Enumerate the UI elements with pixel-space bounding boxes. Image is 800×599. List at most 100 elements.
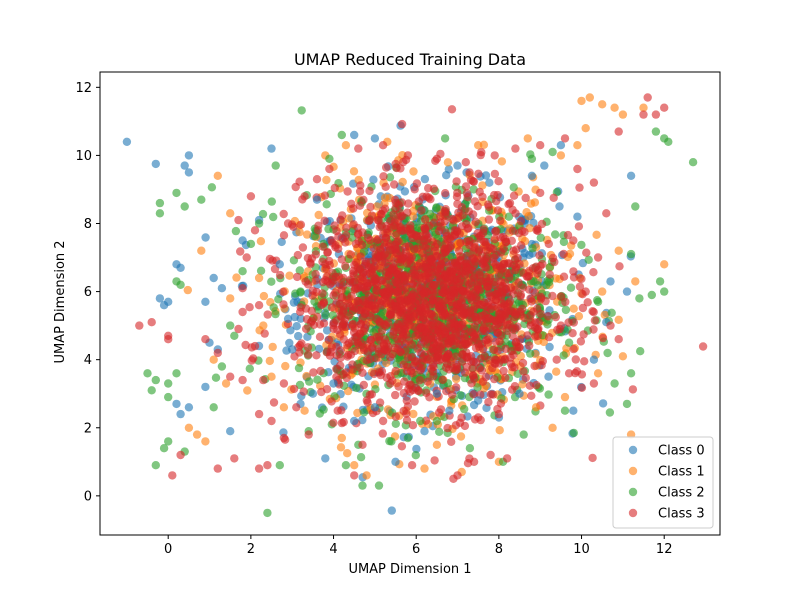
- data-point: [238, 284, 247, 293]
- cluster-point: [402, 259, 412, 268]
- cluster-point: [511, 310, 521, 319]
- cluster-point: [327, 397, 336, 406]
- data-point: [226, 209, 235, 218]
- cluster-point: [501, 373, 510, 382]
- data-point: [602, 209, 611, 218]
- cluster-point: [350, 346, 360, 356]
- cluster-point: [373, 286, 382, 295]
- data-point: [209, 403, 218, 412]
- cluster-point: [534, 324, 543, 333]
- cluster-point: [419, 289, 429, 298]
- cluster-point: [379, 341, 389, 350]
- cluster-point: [372, 202, 382, 211]
- cluster-point: [526, 349, 535, 358]
- data-point: [333, 406, 342, 415]
- data-point: [164, 392, 173, 402]
- cluster-point: [375, 222, 384, 232]
- cluster-point: [524, 212, 533, 221]
- cluster-point: [509, 191, 519, 200]
- cluster-point: [569, 304, 578, 313]
- data-point: [606, 277, 615, 286]
- cluster-point: [366, 263, 376, 272]
- cluster-point: [525, 285, 534, 294]
- cluster-point: [279, 231, 289, 240]
- cluster-point: [314, 210, 323, 220]
- cluster-point: [509, 246, 518, 255]
- cluster-point: [494, 271, 504, 280]
- data-point: [350, 461, 359, 470]
- legend-label: Class 2: [658, 486, 705, 501]
- data-point: [560, 134, 570, 143]
- cluster-point: [598, 399, 608, 408]
- data-point: [329, 379, 338, 388]
- data-point: [176, 409, 185, 419]
- cluster-point: [549, 193, 558, 202]
- data-point: [238, 307, 247, 317]
- cluster-point: [523, 331, 532, 340]
- cluster-point: [338, 323, 347, 332]
- data-point: [250, 341, 260, 351]
- cluster-point: [462, 251, 471, 261]
- cluster-point: [534, 317, 543, 327]
- data-point: [519, 430, 528, 439]
- dense-cluster: [183, 105, 708, 515]
- cluster-point: [295, 266, 304, 275]
- data-point: [688, 158, 698, 167]
- data-point: [209, 273, 218, 283]
- data-point: [589, 355, 599, 364]
- cluster-point: [378, 429, 387, 438]
- cluster-point: [538, 357, 547, 366]
- cluster-point: [394, 339, 403, 349]
- cluster-point: [525, 341, 534, 350]
- cluster-point: [545, 342, 554, 352]
- data-point: [172, 399, 181, 409]
- data-point: [486, 450, 495, 460]
- cluster-point: [309, 368, 318, 377]
- cluster-point: [265, 254, 275, 264]
- cluster-point: [432, 288, 441, 297]
- cluster-point: [448, 390, 457, 399]
- cluster-point: [372, 354, 381, 363]
- data-point: [279, 433, 289, 443]
- data-point: [230, 454, 239, 463]
- cluster-point: [421, 325, 430, 334]
- cluster-point: [518, 226, 527, 236]
- data-point: [573, 164, 582, 174]
- cluster-point: [469, 247, 478, 256]
- cluster-point: [323, 248, 332, 257]
- cluster-point: [471, 313, 480, 322]
- cluster-point: [505, 198, 515, 208]
- cluster-point: [559, 249, 568, 259]
- cluster-point: [501, 344, 510, 354]
- cluster-point: [295, 177, 304, 186]
- cluster-point: [414, 273, 423, 282]
- cluster-point: [232, 273, 241, 282]
- cluster-point: [413, 326, 422, 335]
- cluster-point: [428, 360, 438, 370]
- data-point: [292, 403, 301, 412]
- cluster-point: [556, 292, 566, 301]
- cluster-point: [375, 264, 384, 273]
- cluster-point: [474, 169, 483, 178]
- cluster-point: [402, 416, 412, 425]
- cluster-point: [365, 354, 375, 364]
- cluster-point: [412, 444, 421, 454]
- cluster-point: [449, 340, 459, 350]
- cluster-point: [321, 310, 330, 320]
- data-point: [474, 413, 483, 422]
- data-point: [271, 161, 280, 170]
- cluster-point: [479, 344, 488, 354]
- cluster-point: [628, 385, 638, 394]
- data-point: [321, 454, 330, 463]
- cluster-point: [580, 357, 589, 366]
- cluster-point: [432, 416, 442, 426]
- data-point: [180, 161, 189, 170]
- cluster-point: [420, 236, 429, 245]
- cluster-point: [320, 216, 329, 225]
- cluster-point: [430, 280, 440, 290]
- cluster-point: [356, 274, 365, 284]
- cluster-point: [318, 242, 328, 251]
- cluster-point: [315, 332, 325, 341]
- cluster-point: [440, 245, 449, 254]
- cluster-point: [481, 257, 490, 266]
